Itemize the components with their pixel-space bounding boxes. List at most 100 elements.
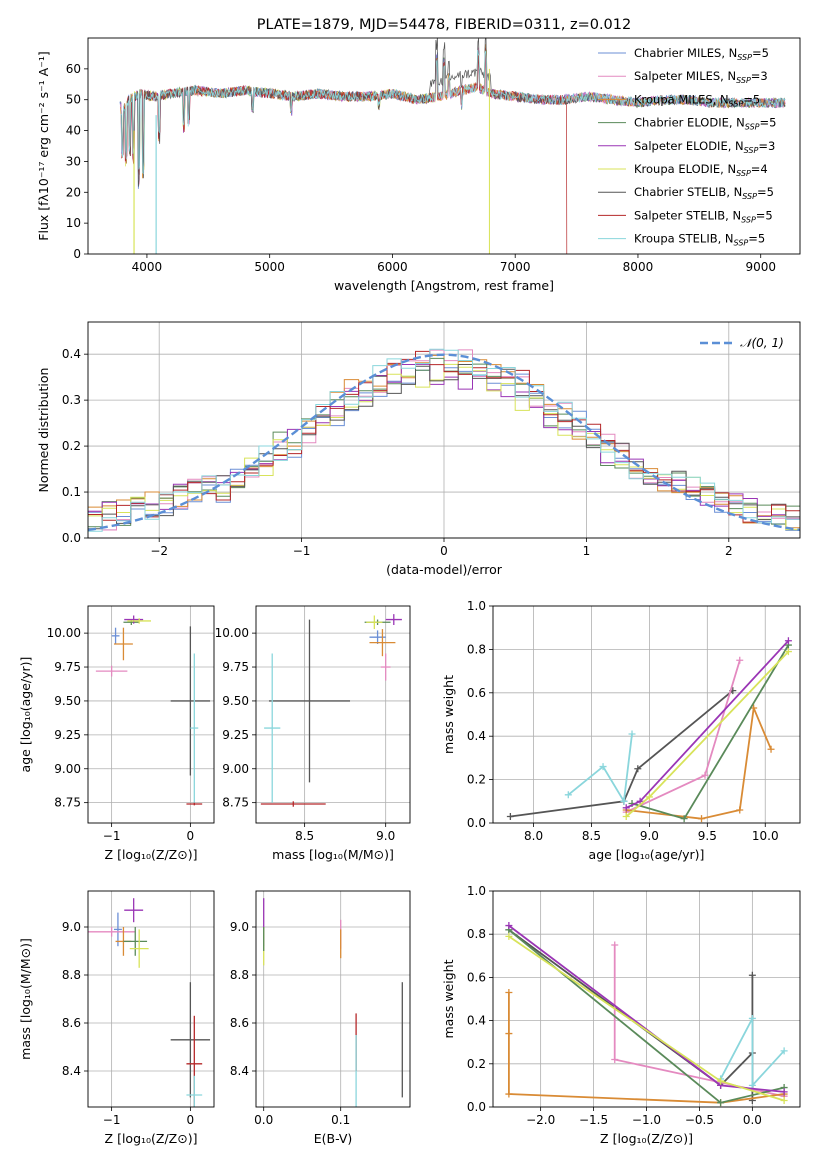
y-tick-label: 9.00 (222, 762, 249, 776)
histogram-step-line (88, 363, 800, 531)
errorbar-point (129, 929, 149, 968)
legend-label: 𝒩(0, 1) (740, 336, 784, 350)
x-axis-label: Z [log₁₀(Z/Z⊙)] (600, 1131, 693, 1146)
errorbar-point (190, 653, 199, 803)
mass-weight-series-line (567, 733, 633, 805)
mass-weight-marker (780, 1088, 788, 1096)
mass-weight-marker (611, 1055, 619, 1063)
y-tick-label: 0.0 (467, 1100, 486, 1114)
x-tick-label: −1.0 (632, 1113, 661, 1127)
y-tick-label: 0.0 (62, 531, 81, 545)
mass-weight-marker (784, 637, 792, 645)
legend-label: Salpeter STELIB, NSSP=5 (634, 208, 773, 224)
spectrum-series-line (121, 38, 786, 187)
panel-2: −2 −1 0 1 2 0.0 0.1 0.2 0.3 0.4 (data-model)/error… (36, 321, 801, 577)
y-tick-label: 40 (66, 124, 81, 138)
x-tick-label: −1 (293, 544, 311, 558)
x-tick-label: 0 (187, 1113, 195, 1127)
x-axis-label: Z [log₁₀(Z/Z⊙)] (105, 1131, 198, 1146)
errorbar-point (380, 653, 391, 681)
spectrum-series-line (120, 46, 786, 178)
mass-weight-marker (505, 1090, 513, 1098)
mass-weight-series-line (510, 689, 734, 818)
mass-weight-marker (599, 763, 607, 771)
axes-frame (255, 890, 411, 1108)
y-tick-label: 8.8 (62, 968, 81, 982)
x-tick-label: 8.0 (524, 829, 543, 843)
x-tick-label: −1 (103, 1113, 121, 1127)
panel-7: 0.0 0.1 8.4 8.6 8.8 9.0 E(B-V) (230, 890, 411, 1146)
y-tick-label: 0.1 (62, 485, 81, 499)
y-tick-label: 9.25 (54, 728, 81, 742)
x-axis-label: (data-model)/error (386, 562, 503, 577)
errorbar-point (170, 982, 211, 1098)
x-tick-label: 0.1 (331, 1113, 350, 1127)
mass-weight-marker (748, 971, 756, 979)
y-tick-label: 0.2 (467, 773, 486, 787)
x-tick-label: 9.5 (698, 829, 717, 843)
legend-label: Chabrier STELIB, NSSP=5 (634, 185, 774, 201)
axes-frame (87, 605, 215, 824)
x-tick-label: 9.0 (640, 829, 659, 843)
mass-weight-marker (780, 1097, 788, 1105)
y-tick-label: 0.2 (467, 1057, 486, 1071)
errorbar-point (111, 627, 120, 644)
mass-weight-marker (767, 745, 775, 753)
panel-3: −1 0 8.75 9.00 9.25 9.50 9.75 10.00 Z [log₁₀(Z/Z… (18, 605, 215, 862)
errorbar-point (124, 898, 144, 923)
y-tick-label: 10 (66, 216, 81, 230)
x-tick-label: −1.5 (579, 1113, 608, 1127)
y-tick-label: 9.25 (222, 728, 249, 742)
mass-weight-marker (620, 797, 628, 805)
y-tick-label: 60 (66, 62, 81, 76)
axes-frame (87, 890, 215, 1108)
x-axis-label: wavelength [Angstrom, rest frame] (334, 278, 554, 293)
mass-weight-marker (505, 1030, 513, 1038)
x-tick-label: −1 (103, 829, 121, 843)
x-tick-label: 8.5 (582, 829, 601, 843)
errorbar-point (170, 626, 211, 776)
y-tick-label: 9.0 (230, 920, 249, 934)
mass-weight-marker (564, 791, 572, 799)
y-tick-label: 9.00 (54, 762, 81, 776)
errorbar-point (124, 615, 144, 624)
errorbar-point (260, 801, 326, 807)
y-tick-label: 30 (66, 154, 81, 168)
mass-weight-marker (622, 812, 630, 820)
errorbar-point (95, 665, 128, 677)
x-tick-label: 0 (440, 544, 448, 558)
errorbar-point (268, 619, 351, 783)
legend-label: Kroupa ELODIE, NSSP=4 (634, 162, 768, 178)
legend: Chabrier MILES, NSSP=5 Salpeter MILES, NS… (598, 46, 776, 248)
y-axis-label: mass weight (441, 675, 456, 754)
y-tick-label: 0.2 (62, 439, 81, 453)
mass-weight-marker (505, 922, 513, 930)
mass-weight-marker (701, 771, 709, 779)
y-axis-label: mass weight (441, 959, 456, 1038)
mass-weight-marker (680, 815, 688, 823)
chart-title: PLATE=1879, MJD=54478, FIBERID=0311, z=0… (257, 17, 631, 33)
y-tick-label: 20 (66, 185, 81, 199)
x-tick-label: −2.0 (526, 1113, 555, 1127)
y-tick-label: 0 (73, 247, 81, 261)
x-tick-label: 0.0 (743, 1113, 762, 1127)
spectrum-series-line (120, 44, 786, 179)
x-axis-label: E(B-V) (314, 1131, 353, 1146)
x-tick-label: −2 (150, 544, 168, 558)
mass-weight-marker (505, 989, 513, 997)
x-tick-label: 10.0 (752, 829, 779, 843)
mass-weight-marker (717, 1099, 725, 1107)
y-axis-label: Flux [fλ10⁻¹⁷ erg cm⁻² s⁻¹ A⁻¹] (36, 51, 51, 240)
errorbar-point (369, 629, 396, 657)
x-tick-label: −0.5 (685, 1113, 714, 1127)
panel-1: PLATE=1879, MJD=54478, FIBERID=0311, z=0… (36, 17, 801, 293)
y-tick-label: 8.8 (230, 968, 249, 982)
legend: 𝒩(0, 1) (700, 336, 784, 350)
y-tick-label: 50 (66, 93, 81, 107)
x-axis-label: mass [log₁₀(M/M⊙)] (272, 847, 394, 862)
errorbar-point (127, 618, 151, 624)
y-tick-label: 0.6 (467, 686, 486, 700)
x-tick-label: 7000 (500, 260, 531, 274)
x-tick-label: 0 (187, 829, 195, 843)
y-tick-label: 0.8 (467, 927, 486, 941)
